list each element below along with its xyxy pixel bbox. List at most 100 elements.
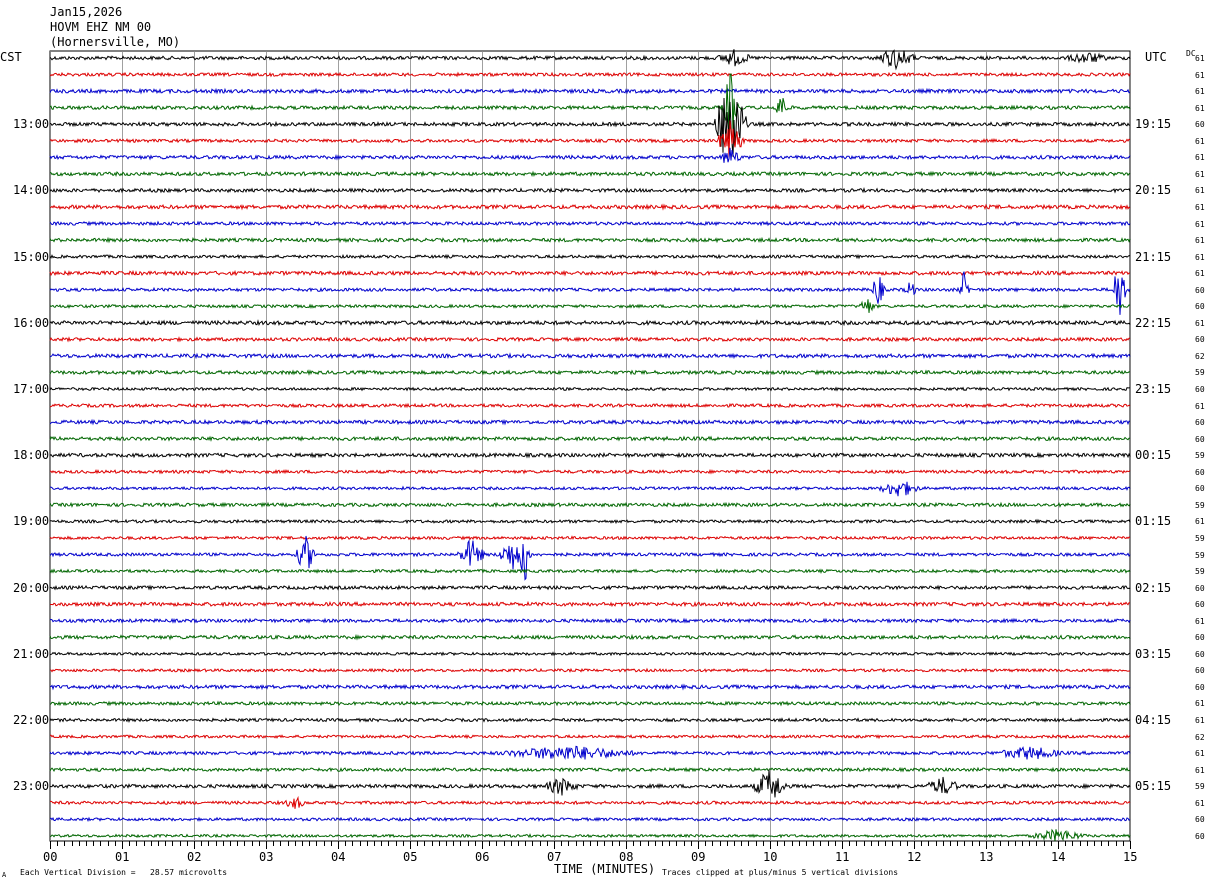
dc-value-1: 61 [1195, 71, 1205, 80]
trace-31 [49, 568, 1131, 574]
trace-6 [49, 147, 1131, 163]
trace-39 [49, 700, 1131, 707]
trace-32 [49, 584, 1131, 591]
trace-25 [49, 468, 1131, 475]
right-hour-label-0415: 04:15 [1135, 713, 1172, 727]
scale-note: Each Vertical Division = 28.57 microvolt… [20, 868, 228, 877]
left-hour-label-2300: 23:00 [13, 779, 50, 793]
dc-value-42: 61 [1195, 749, 1205, 758]
trace-13 [49, 269, 1131, 277]
right-hour-label-2015: 20:15 [1135, 183, 1172, 197]
x-tick-label-13: 13 [979, 850, 994, 864]
dc-label: DC [1186, 49, 1196, 58]
x-tick-label-06: 06 [475, 850, 490, 864]
dc-value-11: 61 [1195, 236, 1205, 245]
trace-3 [49, 73, 1131, 135]
dc-value-16: 61 [1195, 319, 1205, 328]
trace-14 [49, 271, 1131, 315]
trace-45 [49, 795, 1131, 809]
left-hour-label-1800: 18:00 [13, 448, 50, 462]
dc-value-24: 59 [1195, 451, 1205, 460]
right-hour-label-0515: 05:15 [1135, 779, 1172, 793]
x-tick-label-01: 01 [115, 850, 130, 864]
trace-0 [49, 49, 1131, 71]
x-tick-label-11: 11 [835, 850, 850, 864]
x-tick-label-03: 03 [259, 850, 274, 864]
trace-23 [49, 435, 1131, 442]
plot-frame [49, 50, 1131, 842]
dc-value-31: 59 [1195, 567, 1205, 576]
left-timezone-label: CST [0, 50, 22, 64]
trace-21 [49, 402, 1131, 409]
left-hour-label-2000: 20:00 [13, 581, 50, 595]
right-hour-label-0215: 02:15 [1135, 581, 1172, 595]
dc-value-19: 59 [1195, 368, 1205, 377]
trace-37 [49, 667, 1131, 673]
seismic-traces [49, 49, 1131, 842]
trace-16 [49, 319, 1131, 327]
left-hour-label-1400: 14:00 [13, 183, 50, 197]
dc-value-47: 60 [1195, 832, 1205, 841]
dc-value-4: 60 [1195, 120, 1205, 129]
trace-43 [49, 766, 1131, 773]
dc-value-34: 61 [1195, 617, 1205, 626]
trace-30 [49, 535, 1131, 581]
dc-value-9: 61 [1195, 203, 1205, 212]
right-hour-label-2215: 22:15 [1135, 316, 1172, 330]
trace-40 [49, 717, 1131, 723]
dc-value-37: 60 [1195, 666, 1205, 675]
dc-value-44: 59 [1195, 782, 1205, 791]
trace-11 [49, 236, 1131, 244]
trace-22 [49, 418, 1131, 426]
dc-value-0: 61 [1195, 54, 1205, 63]
right-hour-label-0015: 00:15 [1135, 448, 1172, 462]
x-tick-label-05: 05 [403, 850, 418, 864]
dc-value-17: 60 [1195, 335, 1205, 344]
dc-value-36: 60 [1195, 650, 1205, 659]
dc-value-6: 61 [1195, 153, 1205, 162]
dc-value-10: 61 [1195, 220, 1205, 229]
left-hour-label-2200: 22:00 [13, 713, 50, 727]
dc-value-26: 60 [1195, 484, 1205, 493]
dc-value-30: 59 [1195, 551, 1205, 560]
trace-12 [49, 253, 1131, 260]
trace-5 [49, 120, 1131, 158]
dc-value-22: 60 [1195, 418, 1205, 427]
chart-date: Jan15,2026 [50, 5, 123, 19]
dc-value-40: 61 [1195, 716, 1205, 725]
dc-value-2: 61 [1195, 87, 1205, 96]
trace-35 [49, 633, 1131, 641]
dc-value-28: 61 [1195, 517, 1205, 526]
left-hour-label-1600: 16:00 [13, 316, 50, 330]
trace-18 [49, 352, 1131, 360]
corner-mark: A [2, 871, 7, 879]
right-hour-label-0115: 01:15 [1135, 514, 1172, 528]
trace-9 [49, 203, 1131, 211]
trace-38 [49, 683, 1131, 691]
dc-value-8: 61 [1195, 186, 1205, 195]
trace-15 [49, 299, 1131, 313]
dc-value-14: 60 [1195, 286, 1205, 295]
dc-value-12: 61 [1195, 253, 1205, 262]
x-tick-label-14: 14 [1051, 850, 1066, 864]
trace-10 [49, 220, 1131, 227]
x-tick-label-04: 04 [331, 850, 346, 864]
station-location: (Hornersville, MO) [50, 35, 181, 49]
trace-20 [49, 386, 1131, 392]
left-hour-label-1700: 17:00 [13, 382, 50, 396]
x-axis-ticks [50, 841, 1131, 849]
trace-27 [49, 501, 1131, 508]
trace-7 [49, 170, 1131, 178]
clip-note: Traces clipped at plus/minus 5 vertical … [662, 868, 899, 877]
x-tick-label-12: 12 [907, 850, 922, 864]
plot-grid [49, 50, 1131, 842]
left-hour-label-1500: 15:00 [13, 250, 50, 264]
trace-47 [49, 828, 1131, 842]
trace-26 [50, 481, 1131, 497]
dc-value-43: 61 [1195, 766, 1205, 775]
right-timezone-label: UTC [1145, 50, 1167, 64]
x-tick-label-09: 09 [691, 850, 706, 864]
trace-4 [49, 97, 1130, 157]
dc-value-46: 60 [1195, 815, 1205, 824]
